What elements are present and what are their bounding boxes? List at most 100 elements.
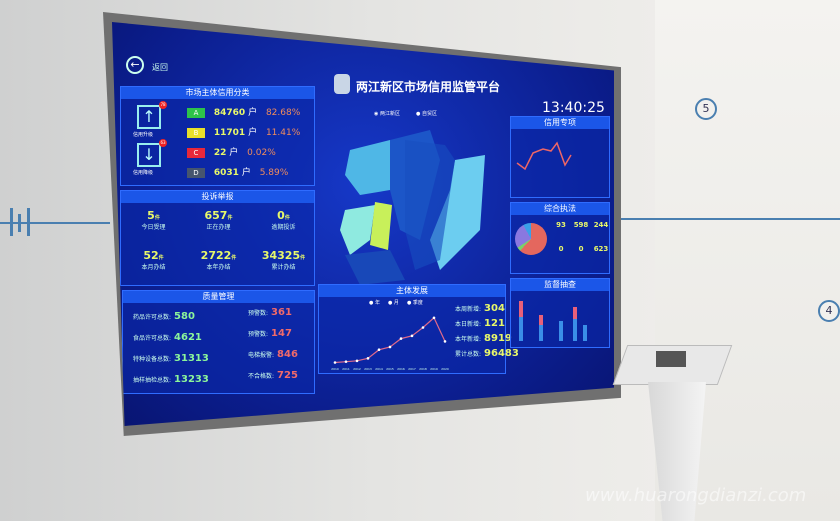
map-region — [345, 250, 405, 285]
grade-unit: 户 — [241, 168, 251, 178]
development-tab[interactable]: ● 年 — [369, 300, 380, 306]
credit-special-panel: 信用专项 — [510, 116, 610, 198]
grade-count: 84760 — [213, 108, 246, 118]
quality-stat: 食品许可总数: 4621 — [133, 332, 202, 343]
police-emblem — [334, 74, 350, 94]
development-point — [355, 359, 359, 363]
map-region — [370, 202, 392, 250]
wall-stripe — [0, 222, 110, 224]
year-tick: 2019 — [430, 367, 438, 371]
development-point — [344, 360, 348, 363]
quality-warning: 预警数: 147 — [248, 328, 292, 339]
grade-badge: D — [187, 168, 205, 178]
upgrade-badge: 78 — [159, 101, 167, 109]
development-point — [443, 340, 447, 343]
grade-badge: A — [187, 108, 205, 118]
wall-decor — [10, 208, 13, 236]
grade-row: D 6031 户 5.89% — [187, 165, 288, 178]
development-point — [333, 361, 337, 364]
enforcement-panel: 综合执法 93 598 244 0 0 623 — [510, 202, 610, 274]
development-point — [388, 345, 392, 349]
development-point — [432, 316, 436, 320]
quality-stat: 药品许可总数: 580 — [133, 311, 195, 322]
map-option-liangjiang[interactable]: ◉ 两江新区 — [374, 111, 400, 117]
grade-count: 6031 — [213, 168, 239, 178]
grade-percent: 0.02% — [247, 148, 276, 158]
map-region — [430, 155, 485, 270]
wall-decor — [18, 214, 21, 232]
kiosk-display — [656, 351, 686, 367]
grade-badge: B — [187, 128, 205, 138]
year-tick: 2015 — [386, 367, 394, 371]
development-point — [399, 337, 403, 340]
enforcement-stat: 244 — [593, 221, 609, 229]
dashboard-screen: ← 返回 两江新区市场信用监管平台 13:40:25 市场主体信用分类 ↑ 78… — [112, 22, 614, 426]
watermark: www.huarongdianzi.com — [585, 485, 807, 506]
downgrade-label: 信用降级 — [133, 170, 154, 176]
year-tick: 2018 — [419, 367, 427, 371]
complaint-stat: 52件 本月办结 — [141, 249, 166, 271]
enforcement-stat: 623 — [593, 245, 609, 253]
development-panel: 主体发展 ● 年 ● 月 ● 季度 2010 2011 2012 2013 2014 2015… — [318, 284, 519, 374]
quality-warning: 预警数: 361 — [248, 307, 292, 318]
grade-row: A 84760 户 82.68% — [187, 105, 300, 118]
quality-warning: 不合格数: 725 — [248, 370, 298, 381]
year-tick: 2017 — [408, 367, 416, 371]
quality-warning: 电梯报警: 846 — [248, 349, 298, 360]
grade-count: 22 — [213, 148, 227, 158]
quality-title: 质量管理 — [123, 291, 314, 303]
development-stat: 本周新增: 304 — [455, 303, 505, 314]
upgrade-label: 信用升级 — [133, 132, 154, 138]
back-icon[interactable]: ← — [126, 56, 144, 74]
development-point — [410, 334, 414, 338]
clock: 13:40:25 — [542, 100, 605, 116]
development-tab[interactable]: ● 季度 — [406, 300, 423, 306]
map-option-ftz[interactable]: ● 自贸区 — [416, 111, 437, 117]
back-button[interactable]: 返回 — [152, 63, 168, 72]
grade-count: 11701 — [213, 128, 246, 138]
downgrade-button[interactable]: ↓ — [137, 143, 161, 167]
enforcement-pie-chart — [515, 223, 547, 255]
complaint-stat: 0件 逾期投诉 — [271, 209, 296, 231]
year-tick: 2012 — [353, 367, 361, 371]
complaint-stat: 2722件 本年办结 — [200, 249, 237, 271]
special-line-chart — [516, 141, 572, 171]
credit-special-title: 信用专项 — [511, 117, 609, 129]
development-stat: 本年新增: 8919 — [455, 333, 512, 344]
map-region — [340, 205, 375, 255]
development-stat: 累计总数: 96483 — [455, 348, 519, 359]
grade-percent: 11.41% — [265, 128, 301, 138]
complaint-stat: 5件 今日受理 — [141, 209, 166, 231]
quality-stat: 抽样抽检总数: 13233 — [133, 374, 209, 385]
grade-row: C 22 户 0.02% — [187, 145, 276, 158]
inspection-title: 监督抽查 — [511, 279, 609, 291]
enforcement-stat: 0 — [558, 245, 564, 253]
upgrade-button[interactable]: ↑ — [137, 105, 161, 129]
wall-stripe — [620, 218, 840, 220]
inspection-panel: 监督抽查 — [510, 278, 610, 348]
grade-unit: 户 — [248, 108, 258, 118]
development-title: 主体发展 — [319, 285, 505, 297]
development-stat: 本日新增: 121 — [455, 318, 505, 329]
complaints-panel: 投诉举报 5件 今日受理 657件 正在办理 0件 逾期投诉 52件 本月办结 2722… — [120, 190, 315, 286]
enforcement-title: 综合执法 — [511, 203, 609, 215]
development-line-chart: 2010 2011 2012 2013 2014 2015 2016 2017 2018 2019… — [331, 316, 449, 371]
map-region — [345, 140, 398, 195]
credit-panel: 市场主体信用分类 ↑ 78 信用升级 ↓ 63 信用降级 A 84760 户 8… — [120, 86, 315, 186]
enforcement-stat: 0 — [578, 245, 584, 253]
enforcement-stat: 598 — [573, 221, 589, 229]
year-tick: 2016 — [397, 367, 405, 371]
district-map[interactable] — [320, 120, 504, 290]
year-tick: 2011 — [342, 367, 350, 371]
year-tick: 2013 — [364, 367, 372, 371]
map-panel: ◉ 两江新区 ● 自贸区 — [320, 106, 504, 286]
inspection-bar-chart — [519, 301, 587, 341]
development-point — [377, 348, 381, 352]
year-tick: 2014 — [375, 367, 383, 371]
development-point — [366, 357, 370, 360]
grade-percent: 82.68% — [265, 108, 301, 118]
wall-decor — [27, 208, 30, 236]
grade-unit: 户 — [248, 128, 258, 138]
development-tab[interactable]: ● 月 — [387, 300, 399, 306]
map-region — [405, 140, 455, 270]
